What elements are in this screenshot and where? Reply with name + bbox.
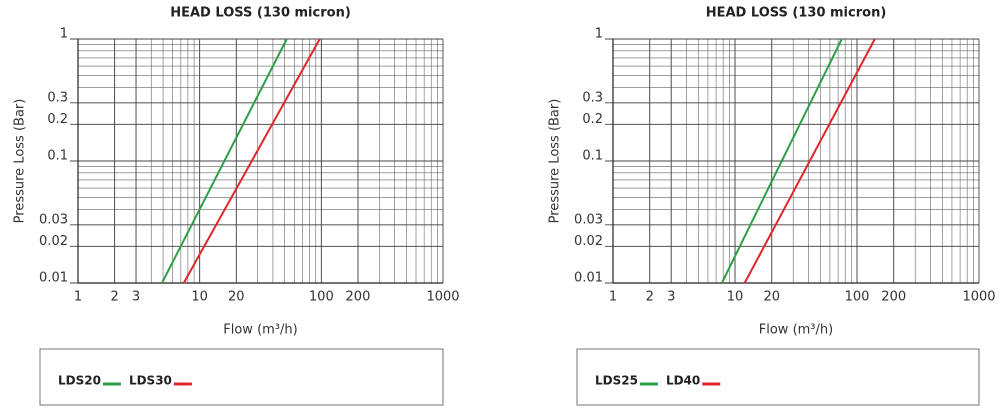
- legend-label: LDS20: [58, 374, 101, 388]
- x-tick-label: 1000: [962, 290, 995, 305]
- y-tick-label: 0.2: [47, 112, 68, 127]
- y-tick-label: 0.01: [39, 271, 68, 286]
- y-tick-label: 0.03: [574, 212, 603, 227]
- x-tick-label: 100: [309, 290, 334, 305]
- y-tick-label: 0.2: [582, 112, 603, 127]
- x-tick-label: 20: [763, 290, 780, 305]
- y-tick-label: 0.01: [574, 271, 603, 286]
- y-tick-label: 0.02: [574, 234, 603, 249]
- y-tick-label: 0.1: [582, 149, 603, 164]
- y-axis-label: Pressure Loss (Bar): [13, 99, 28, 224]
- x-tick-label: 10: [727, 290, 744, 305]
- y-axis-label: Pressure Loss (Bar): [548, 99, 563, 224]
- x-tick-label: 200: [346, 290, 371, 305]
- x-tick-label: 20: [228, 290, 245, 305]
- x-tick-label: 3: [667, 290, 675, 305]
- y-tick-label: 1: [60, 27, 68, 42]
- x-tick-label: 3: [132, 290, 140, 305]
- y-tick-label: 0.03: [39, 212, 68, 227]
- legend-box: [39, 348, 444, 406]
- chart-title: HEAD LOSS (130 micron): [170, 6, 351, 21]
- y-tick-label: 1: [595, 27, 603, 42]
- x-tick-label: 100: [845, 290, 870, 305]
- x-tick-label: 200: [881, 290, 906, 305]
- series-line: [743, 38, 876, 284]
- y-tick-label: 0.3: [47, 90, 68, 105]
- y-tick-label: 0.1: [47, 149, 68, 164]
- series-line: [720, 38, 843, 284]
- series-line: [161, 38, 288, 284]
- x-axis-label: Flow (m³/h): [223, 323, 297, 338]
- y-tick-label: 0.02: [39, 234, 68, 249]
- x-tick-label: 2: [646, 290, 654, 305]
- chart-title: HEAD LOSS (130 micron): [706, 6, 887, 21]
- x-tick-label: 10: [191, 290, 208, 305]
- legend-label: LDS30: [129, 374, 172, 388]
- series-line: [182, 38, 321, 284]
- legend-label: LDS25: [595, 374, 638, 388]
- x-tick-label: 1: [74, 290, 82, 305]
- x-tick-label: 1000: [426, 290, 459, 305]
- y-tick-label: 0.3: [582, 90, 603, 105]
- x-tick-label: 2: [110, 290, 118, 305]
- legend-box: [576, 348, 980, 406]
- x-axis-label: Flow (m³/h): [759, 323, 833, 338]
- legend-label: LD40: [666, 374, 700, 388]
- x-tick-label: 1: [609, 290, 617, 305]
